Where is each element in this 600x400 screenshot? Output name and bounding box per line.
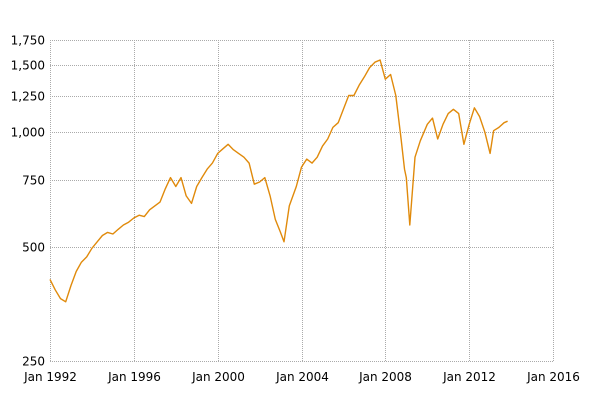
x-tick-label: Jan 2004 (275, 370, 329, 384)
x-tick-label: Jan 2000 (191, 370, 245, 384)
y-tick-label: 1,500 (11, 59, 45, 73)
grid-lines (50, 40, 554, 362)
y-tick-label: 1,250 (11, 90, 45, 104)
y-tick-label: 1,750 (11, 34, 45, 48)
x-axis: Jan 1992 Jan 1996 Jan 2000 Jan 2004 Jan 2008… (23, 370, 580, 384)
y-axis: 250 500 750 1,000 1,250 1,500 1,750 (11, 34, 45, 369)
x-tick-label: Jan 2012 (442, 370, 496, 384)
y-tick-label: 1,000 (11, 126, 45, 140)
y-tick-label: 250 (22, 355, 45, 369)
x-tick-label: Jan 2008 (358, 370, 412, 384)
y-tick-label: 750 (22, 174, 45, 188)
series-line (49, 59, 508, 303)
y-tick-label: 500 (22, 241, 45, 255)
x-tick-label: Jan 1992 (23, 370, 77, 384)
series-group (49, 59, 508, 303)
x-tick-label: Jan 1996 (107, 370, 161, 384)
x-tick-label: Jan 2016 (526, 370, 580, 384)
